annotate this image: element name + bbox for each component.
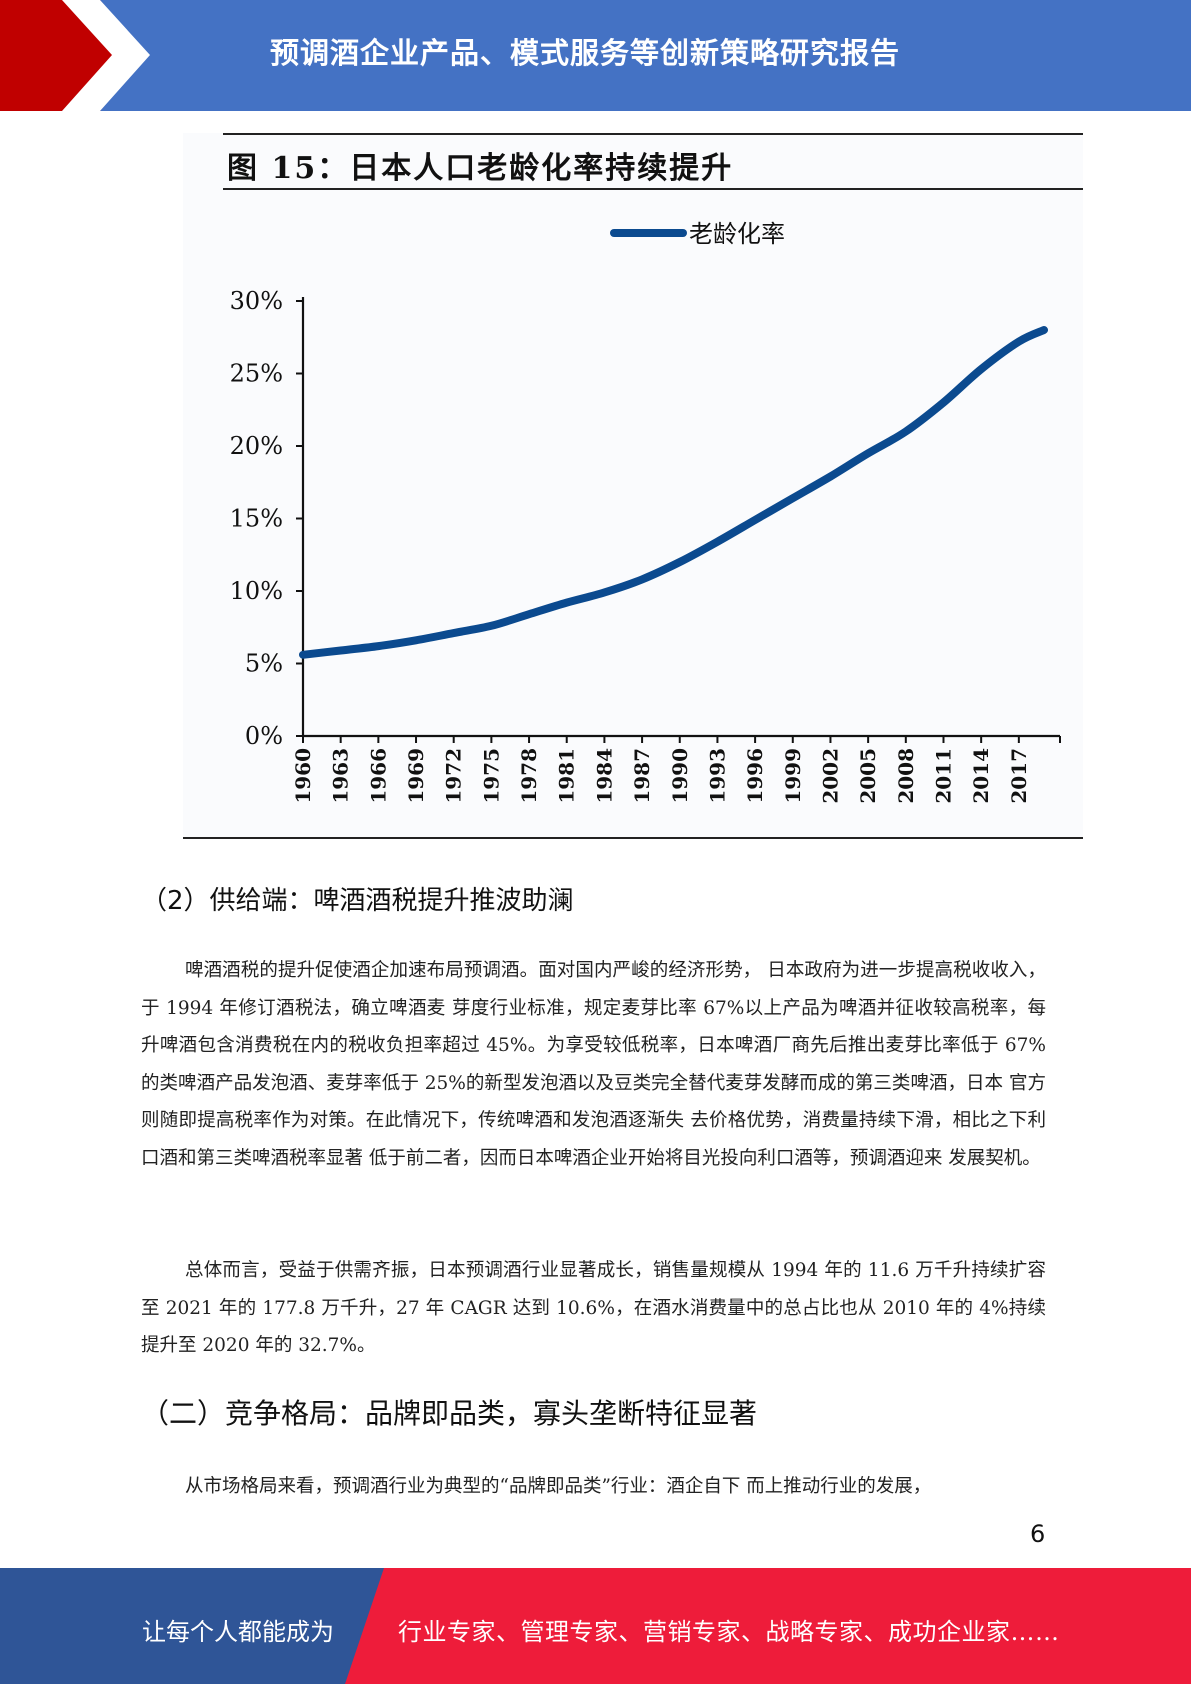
figure-bottom-rule bbox=[183, 837, 1083, 839]
figure-top-rule bbox=[223, 133, 1083, 135]
footer-slogan-left: 让每个人都能成为 bbox=[142, 1618, 334, 1646]
x-tick-label: 2017 bbox=[1007, 748, 1031, 804]
y-tick-label: 30% bbox=[230, 287, 283, 315]
x-tick-label: 1972 bbox=[442, 748, 466, 804]
y-tick-label: 10% bbox=[230, 577, 283, 605]
legend-label: 老龄化率 bbox=[689, 220, 785, 248]
y-tick-label: 0% bbox=[245, 722, 283, 750]
page-number: 6 bbox=[1030, 1520, 1046, 1548]
x-tick-label: 1996 bbox=[743, 748, 767, 804]
footer-bar bbox=[0, 1568, 1191, 1684]
x-tick-label: 1993 bbox=[705, 748, 729, 804]
x-tick-label: 2008 bbox=[894, 748, 918, 804]
x-tick-label: 1975 bbox=[479, 748, 503, 804]
x-tick-label: 1960 bbox=[291, 748, 315, 804]
x-tick-label: 2002 bbox=[818, 748, 842, 804]
x-tick-label: 1984 bbox=[592, 748, 616, 804]
header-bar: 预调酒企业产品、模式服务等创新策略研究报告 bbox=[0, 0, 1191, 111]
x-tick-label: 1990 bbox=[668, 748, 692, 804]
y-tick-label: 15% bbox=[230, 505, 283, 533]
paragraph-summary: 总体而言，受益于供需齐振，日本预调酒行业显著成长，销售量规模从 1994 年的 … bbox=[141, 1260, 1046, 1356]
x-tick-label: 2014 bbox=[969, 748, 993, 804]
x-tick-label: 2005 bbox=[856, 748, 880, 804]
figure-title-rule bbox=[223, 188, 1083, 190]
footer-slogan-right: 行业专家、管理专家、营销专家、战略专家、成功企业家…… bbox=[398, 1618, 1060, 1646]
series-line-aging-rate bbox=[299, 326, 1048, 659]
x-tick-label: 1987 bbox=[630, 748, 654, 804]
x-tick-label: 1966 bbox=[366, 748, 390, 804]
paragraph-market: 从市场格局来看，预调酒行业为典型的“品牌即品类”行业：酒企自下 而上推动行业的发… bbox=[185, 1476, 932, 1497]
x-tick-label: 2011 bbox=[931, 748, 955, 804]
y-tick-label: 5% bbox=[245, 650, 283, 678]
header-red-chevron bbox=[0, 0, 150, 111]
figure-title: 图 15：日本人口老龄化率持续提升 bbox=[227, 151, 734, 186]
y-tick-label: 25% bbox=[230, 360, 283, 388]
figure-15: 图 15：日本人口老龄化率持续提升 0% 5% 10% 15% 20% 25% 30% 196… bbox=[183, 133, 1083, 839]
report-title: 预调酒企业产品、模式服务等创新策略研究报告 bbox=[270, 36, 901, 70]
aging-rate-chart: 0% 5% 10% 15% 20% 25% 30% 1960 1963 1966 1969 1972 1… bbox=[230, 220, 1061, 804]
section-heading-supply: （2）供给端：啤酒酒税提升推波助澜 bbox=[141, 886, 574, 916]
paragraph-beer-tax: 啤酒酒税的提升促使酒企加速布局预调酒。面对国内严峻的经济形势， 日本政府为进一步… bbox=[141, 960, 1046, 1169]
x-tick-label: 1981 bbox=[555, 748, 579, 804]
x-tick-label: 1999 bbox=[781, 748, 805, 804]
x-tick-label: 1969 bbox=[404, 748, 428, 804]
y-tick-label: 20% bbox=[230, 432, 283, 460]
x-tick-label: 1978 bbox=[517, 748, 541, 804]
section-heading-competition: （二）竞争格局：品牌即品类，寡头垄断特征显著 bbox=[141, 1397, 758, 1430]
x-tick-label: 1963 bbox=[329, 748, 353, 804]
